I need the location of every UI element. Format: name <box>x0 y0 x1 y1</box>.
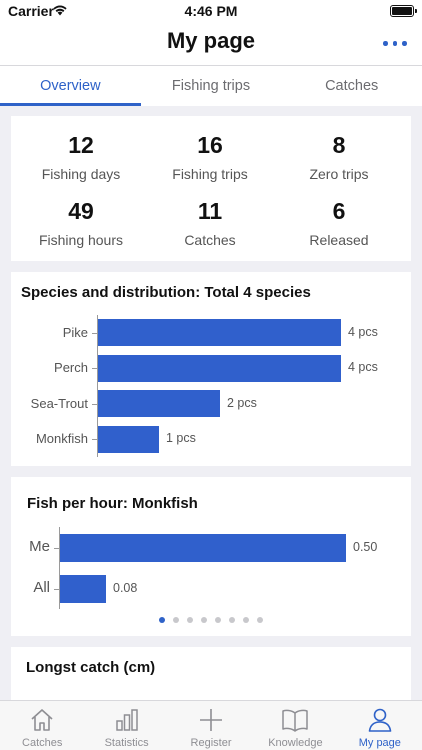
tab-fishing-trips[interactable]: Fishing trips <box>171 78 251 94</box>
segment-tabs: Overview Fishing trips Catches <box>0 66 422 106</box>
page-title: My page <box>166 28 256 53</box>
fish-per-hour-title: Fish per hour: Monkfish <box>27 495 198 512</box>
page-dot[interactable] <box>215 617 221 623</box>
tabbar-item-knowledge[interactable]: Knowledge <box>253 701 337 750</box>
page-dot[interactable] <box>173 617 179 623</box>
page-dot[interactable] <box>159 617 165 623</box>
more-options-icon[interactable] <box>382 30 408 56</box>
tabbar-item-my-page[interactable]: My page <box>338 701 422 750</box>
species-chart-title: Species and distribution: Total 4 specie… <box>21 284 311 301</box>
tabbar-label: Statistics <box>104 737 149 749</box>
stat-value: 8 <box>332 132 346 158</box>
bar-value-label: 0.50 <box>353 539 378 554</box>
tabbar-item-catches[interactable]: Catches <box>0 701 84 750</box>
bar-monkfish <box>98 425 159 453</box>
page-dot[interactable] <box>243 617 249 623</box>
status-time: 4:46 PM <box>184 3 238 19</box>
tabbar-label: My page <box>358 737 401 749</box>
bar-category-label: Perch <box>54 360 88 376</box>
status-bar: Carrier 4:46 PM <box>0 0 422 22</box>
bar-value-label: 2 pcs <box>227 395 257 410</box>
longest-catch-title: Longst catch (cm) <box>26 659 156 676</box>
bar-perch <box>98 354 341 382</box>
page-dot[interactable] <box>257 617 263 623</box>
page-dot[interactable] <box>187 617 193 623</box>
battery-icon <box>390 5 417 17</box>
bar-category-label: Pike <box>62 324 88 340</box>
tabbar-label: Register <box>190 737 232 749</box>
stat-value: 11 <box>197 198 223 224</box>
bar-category-label: Me <box>29 538 50 556</box>
axis-tick <box>54 588 59 590</box>
bar-all <box>60 574 106 603</box>
stat-value: 12 <box>68 132 94 158</box>
stat-value: 6 <box>332 198 346 224</box>
bar-me <box>60 533 346 562</box>
tabbar-item-statistics[interactable]: Statistics <box>84 701 168 750</box>
species-distribution-card: Species and distribution: Total 4 specie… <box>11 272 411 466</box>
bar-chart-icon <box>115 709 138 731</box>
stat-fishing-hours: 49 Fishing hours <box>21 198 141 248</box>
wifi-icon <box>53 5 67 16</box>
page-indicator[interactable] <box>11 617 411 623</box>
bar-value-label: 0.08 <box>113 580 138 595</box>
home-icon <box>31 709 53 731</box>
stats-card: 12 Fishing days 16 Fishing trips 8 Zero … <box>11 116 411 261</box>
bottom-tab-bar: Catches Statistics Register Knowledge My… <box>0 700 422 750</box>
stat-catches: 11 Catches <box>150 198 270 248</box>
axis-tick <box>92 332 97 334</box>
stat-label: Fishing hours <box>38 232 124 248</box>
tabbar-item-register[interactable]: Register <box>169 701 253 750</box>
axis-tick <box>92 439 97 441</box>
tabbar-label: Catches <box>22 737 63 749</box>
stat-label: Fishing days <box>41 166 121 182</box>
bar-category-label: Sea-Trout <box>30 395 88 411</box>
stat-fishing-trips: 16 Fishing trips <box>150 132 270 182</box>
tab-overview[interactable]: Overview <box>0 66 141 106</box>
tab-catches[interactable]: Catches <box>325 78 379 94</box>
carrier-label: Carrier <box>8 3 54 19</box>
stat-label: Zero trips <box>309 166 369 182</box>
bar-value-label: 4 pcs <box>348 360 378 375</box>
tabbar-label: Knowledge <box>268 737 323 749</box>
plus-icon <box>200 709 223 731</box>
chart-axis-line <box>59 527 60 609</box>
stat-label: Released <box>309 232 369 248</box>
bar-category-label: Monkfish <box>35 431 88 447</box>
stat-value: 49 <box>68 198 94 224</box>
book-icon <box>282 709 309 732</box>
stat-label: Catches <box>184 232 236 248</box>
stat-label: Fishing trips <box>172 166 248 182</box>
page-dot[interactable] <box>229 617 235 623</box>
bar-value-label: 4 pcs <box>348 324 378 339</box>
chart-axis-line <box>97 315 98 457</box>
axis-tick <box>54 547 59 549</box>
bar-category-label: All <box>33 579 50 597</box>
bar-pike <box>98 319 341 347</box>
axis-tick <box>92 368 97 370</box>
fish-per-hour-card[interactable]: Fish per hour: Monkfish Me 0.50 All 0.08 <box>11 477 411 636</box>
stat-released: 6 Released <box>279 198 399 248</box>
page-dot[interactable] <box>201 617 207 623</box>
axis-tick <box>92 403 97 405</box>
bar-value-label: 1 pcs <box>166 431 196 446</box>
bar-sea-trout <box>98 390 220 418</box>
longest-catch-card: Longst catch (cm) <box>11 647 411 707</box>
navigation-bar: My page <box>0 22 422 66</box>
stat-zero-trips: 8 Zero trips <box>279 132 399 182</box>
stat-value: 16 <box>197 132 223 158</box>
stat-fishing-days: 12 Fishing days <box>21 132 141 182</box>
person-icon <box>368 708 392 732</box>
